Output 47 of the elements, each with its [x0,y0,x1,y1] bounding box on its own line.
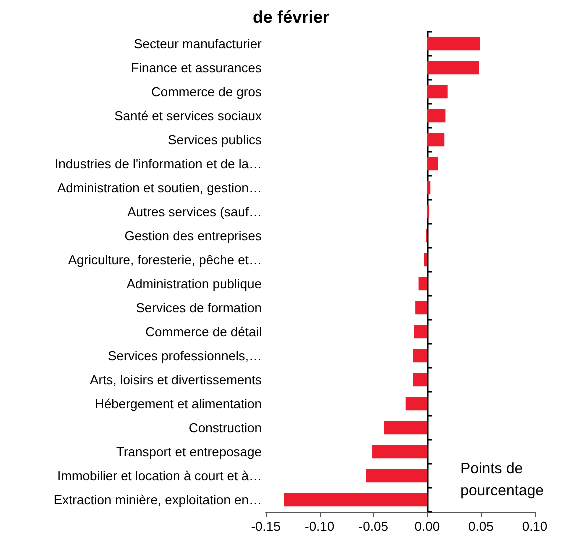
bar [416,301,428,315]
bar [427,37,480,51]
y-tick-label: Hébergement et alimentation [95,396,262,412]
bar [427,133,445,147]
x-tick-label: 0.00 [414,519,440,534]
bar [414,325,428,339]
bar [427,181,431,195]
y-tick-label: Finance et assurances [131,60,262,76]
bar [427,157,438,171]
bar [418,277,428,291]
y-tick-label: Agriculture, foresterie, pêche et… [68,252,262,268]
x-tick-label: 0.05 [468,519,494,534]
x-tick-label: -0.10 [304,519,335,534]
x-tick-label: 0.10 [522,519,548,534]
y-tick-label: Commerce de détail [146,324,262,340]
bar [284,493,428,507]
x-tick-label: -0.15 [251,519,281,534]
x-axis-title: Points de pourcentage [460,460,544,500]
bar [424,253,428,267]
bar [413,373,428,387]
y-tick-label: Arts, loisirs et divertissements [90,372,262,388]
y-tick-label: Administration et soutien, gestion… [58,180,262,196]
y-tick-label: Services publics [168,132,262,148]
y-tick-label: Services de formation [136,300,262,316]
bar [427,61,480,75]
y-tick-label: Immobilier et location à court et à… [58,468,262,484]
bar [384,421,428,435]
bar [427,109,446,123]
y-tick-label: Commerce de gros [151,84,262,100]
bar [372,445,428,459]
y-tick-label: Santé et services sociaux [114,108,262,124]
chart-title: de février [253,8,330,27]
y-tick-label: Transport et entreposage [116,444,262,460]
y-tick-label: Gestion des entreprises [124,228,262,244]
bar [413,349,428,363]
bar [427,85,448,99]
y-tick-label: Administration publique [126,276,262,292]
bar [366,469,428,483]
x-tick-label: -0.05 [358,519,388,534]
y-tick-label: Services professionnels,… [108,348,262,364]
y-tick-label: Construction [189,420,262,436]
y-tick-label: Autres services (sauf… [128,204,262,220]
bar [427,205,430,219]
y-tick-label: Secteur manufacturier [134,36,263,52]
bar [406,397,428,411]
y-tick-label: Extraction minière, exploitation en… [54,492,262,508]
y-tick-label: Industries de l'information et de la… [55,156,262,172]
